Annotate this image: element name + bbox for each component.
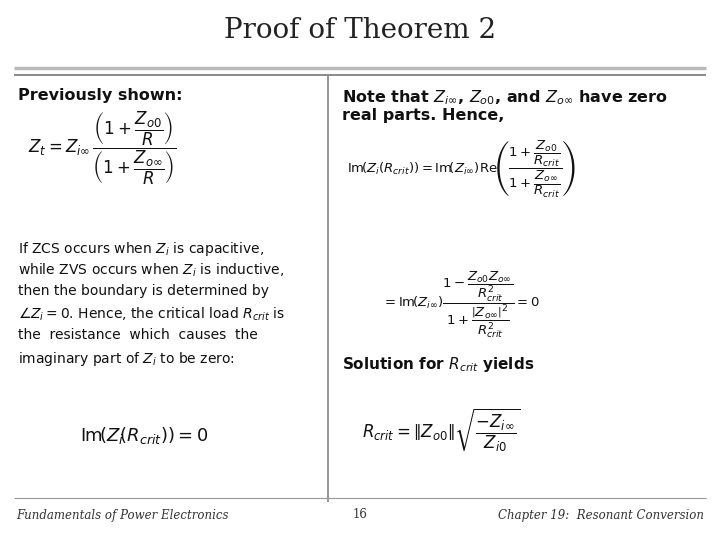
- Text: Solution for $R_{crit}$ yields: Solution for $R_{crit}$ yields: [341, 355, 534, 375]
- Text: Chapter 19:  Resonant Conversion: Chapter 19: Resonant Conversion: [498, 509, 704, 522]
- Text: $\mathrm{Im}\!\left(Z_i\!\left(R_{crit}\right)\right) = 0$: $\mathrm{Im}\!\left(Z_i\!\left(R_{crit}\…: [80, 424, 209, 445]
- Text: Previously shown:: Previously shown:: [18, 88, 182, 103]
- Text: imaginary part of $Z_i$ to be zero:: imaginary part of $Z_i$ to be zero:: [18, 350, 235, 368]
- Text: $= \mathrm{Im}\!\left(Z_{i\infty}\right)\dfrac{1 - \dfrac{Z_{o0}Z_{o\infty}}{R_{: $= \mathrm{Im}\!\left(Z_{i\infty}\right)…: [382, 269, 540, 340]
- Text: Proof of Theorem 2: Proof of Theorem 2: [224, 17, 496, 44]
- Text: Fundamentals of Power Electronics: Fundamentals of Power Electronics: [16, 509, 228, 522]
- Text: If ZCS occurs when $Z_i$ is capacitive,: If ZCS occurs when $Z_i$ is capacitive,: [18, 240, 264, 258]
- Text: 16: 16: [353, 509, 367, 522]
- Text: while ZVS occurs when $Z_i$ is inductive,: while ZVS occurs when $Z_i$ is inductive…: [18, 262, 284, 279]
- Text: $R_{crit} = \left\|Z_{o0}\right\| \sqrt{\dfrac{-Z_{i\infty}}{Z_{i0}}}$: $R_{crit} = \left\|Z_{o0}\right\| \sqrt{…: [361, 406, 520, 454]
- Text: then the boundary is determined by: then the boundary is determined by: [18, 284, 269, 298]
- Text: $\mathrm{Im}\!\left(Z_i(R_{crit})\right) = \mathrm{Im}\!\left(Z_{i\infty}\right): $\mathrm{Im}\!\left(Z_i(R_{crit})\right)…: [346, 139, 576, 200]
- Text: $\angle Z_i = 0$. Hence, the critical load $R_{crit}$ is: $\angle Z_i = 0$. Hence, the critical lo…: [18, 306, 285, 323]
- Text: the  resistance  which  causes  the: the resistance which causes the: [18, 328, 258, 342]
- Text: $Z_t = Z_{i\infty}\,\dfrac{\left(1 + \dfrac{Z_{o0}}{R}\right)}{\left(1 + \dfrac{: $Z_t = Z_{i\infty}\,\dfrac{\left(1 + \df…: [28, 109, 176, 187]
- Text: real parts. Hence,: real parts. Hence,: [341, 108, 504, 123]
- Text: Note that $Z_{i\infty}$, $Z_{o0}$, and $Z_{o\infty}$ have zero: Note that $Z_{i\infty}$, $Z_{o0}$, and $…: [341, 88, 667, 107]
